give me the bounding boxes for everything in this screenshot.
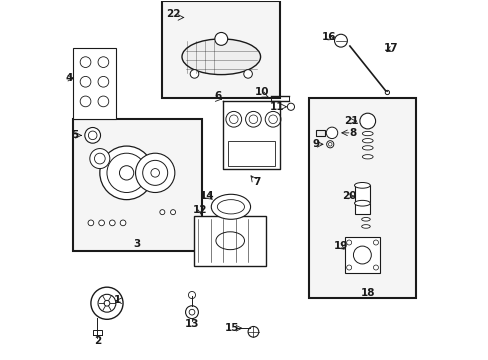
Ellipse shape [211, 194, 250, 219]
Bar [162, 1, 280, 98]
Polygon shape [315, 130, 324, 136]
Circle shape [107, 153, 146, 193]
Text: 21: 21 [344, 116, 358, 126]
Circle shape [359, 113, 375, 129]
Circle shape [214, 32, 227, 45]
Circle shape [109, 220, 115, 226]
Circle shape [247, 327, 258, 337]
Bar [228, 141, 274, 166]
Circle shape [264, 111, 281, 127]
Circle shape [88, 131, 97, 140]
Circle shape [98, 57, 108, 67]
Circle shape [160, 210, 164, 215]
Circle shape [248, 115, 257, 123]
Circle shape [98, 96, 108, 107]
Circle shape [353, 246, 370, 264]
Circle shape [98, 294, 116, 312]
Text: 13: 13 [184, 319, 199, 329]
Ellipse shape [362, 155, 372, 159]
Text: 3: 3 [133, 239, 141, 249]
Text: 18: 18 [360, 288, 374, 297]
Text: 16: 16 [322, 32, 336, 42]
Text: 19: 19 [333, 241, 347, 251]
Circle shape [334, 34, 346, 47]
Ellipse shape [362, 146, 372, 150]
Bar [344, 237, 380, 273]
Text: 2: 2 [94, 337, 101, 346]
Circle shape [99, 220, 104, 226]
Circle shape [346, 240, 351, 245]
Ellipse shape [217, 200, 244, 214]
Circle shape [328, 143, 331, 146]
Ellipse shape [354, 201, 369, 206]
Circle shape [120, 220, 125, 226]
Circle shape [142, 160, 167, 185]
Circle shape [346, 265, 351, 270]
Circle shape [326, 141, 333, 148]
Text: 14: 14 [199, 191, 214, 201]
Circle shape [119, 166, 134, 180]
Circle shape [287, 103, 294, 111]
Ellipse shape [361, 217, 369, 221]
Circle shape [188, 292, 195, 298]
Text: 4: 4 [66, 73, 73, 83]
Ellipse shape [216, 232, 244, 249]
Text: 10: 10 [255, 87, 269, 98]
Circle shape [91, 287, 123, 319]
Circle shape [88, 220, 94, 226]
Circle shape [80, 96, 91, 107]
Text: 12: 12 [192, 205, 207, 215]
Circle shape [373, 265, 378, 270]
Text: 7: 7 [253, 177, 260, 187]
Circle shape [185, 306, 198, 319]
Bar [308, 98, 415, 298]
Text: 5: 5 [71, 130, 78, 140]
Circle shape [80, 57, 91, 67]
Circle shape [84, 127, 101, 143]
Circle shape [135, 153, 175, 193]
Circle shape [90, 149, 110, 168]
Circle shape [190, 69, 198, 78]
Text: 17: 17 [383, 43, 397, 53]
Circle shape [245, 111, 261, 127]
Ellipse shape [361, 225, 369, 228]
Ellipse shape [354, 183, 369, 188]
Circle shape [373, 240, 378, 245]
Circle shape [189, 309, 194, 315]
Text: 8: 8 [349, 128, 356, 138]
Text: 20: 20 [341, 191, 356, 201]
Bar [354, 185, 369, 214]
Bar [194, 216, 265, 266]
Circle shape [244, 69, 252, 78]
Circle shape [100, 146, 153, 200]
Text: 11: 11 [269, 102, 284, 112]
Circle shape [80, 76, 91, 87]
Text: 22: 22 [165, 9, 180, 19]
Circle shape [170, 210, 175, 215]
Circle shape [104, 300, 110, 306]
Text: 6: 6 [214, 91, 221, 101]
Text: 9: 9 [312, 139, 319, 149]
Bar [73, 119, 201, 251]
Circle shape [325, 127, 337, 139]
Circle shape [94, 153, 105, 164]
Text: 15: 15 [224, 323, 239, 333]
Circle shape [268, 115, 277, 123]
Bar [93, 330, 102, 336]
Ellipse shape [362, 131, 372, 136]
Text: 1: 1 [114, 295, 121, 305]
Circle shape [225, 111, 241, 127]
Bar [73, 48, 116, 119]
Ellipse shape [362, 139, 372, 143]
Circle shape [98, 76, 108, 87]
Circle shape [229, 115, 238, 123]
Ellipse shape [182, 39, 260, 75]
Circle shape [385, 90, 389, 95]
Circle shape [151, 168, 159, 177]
